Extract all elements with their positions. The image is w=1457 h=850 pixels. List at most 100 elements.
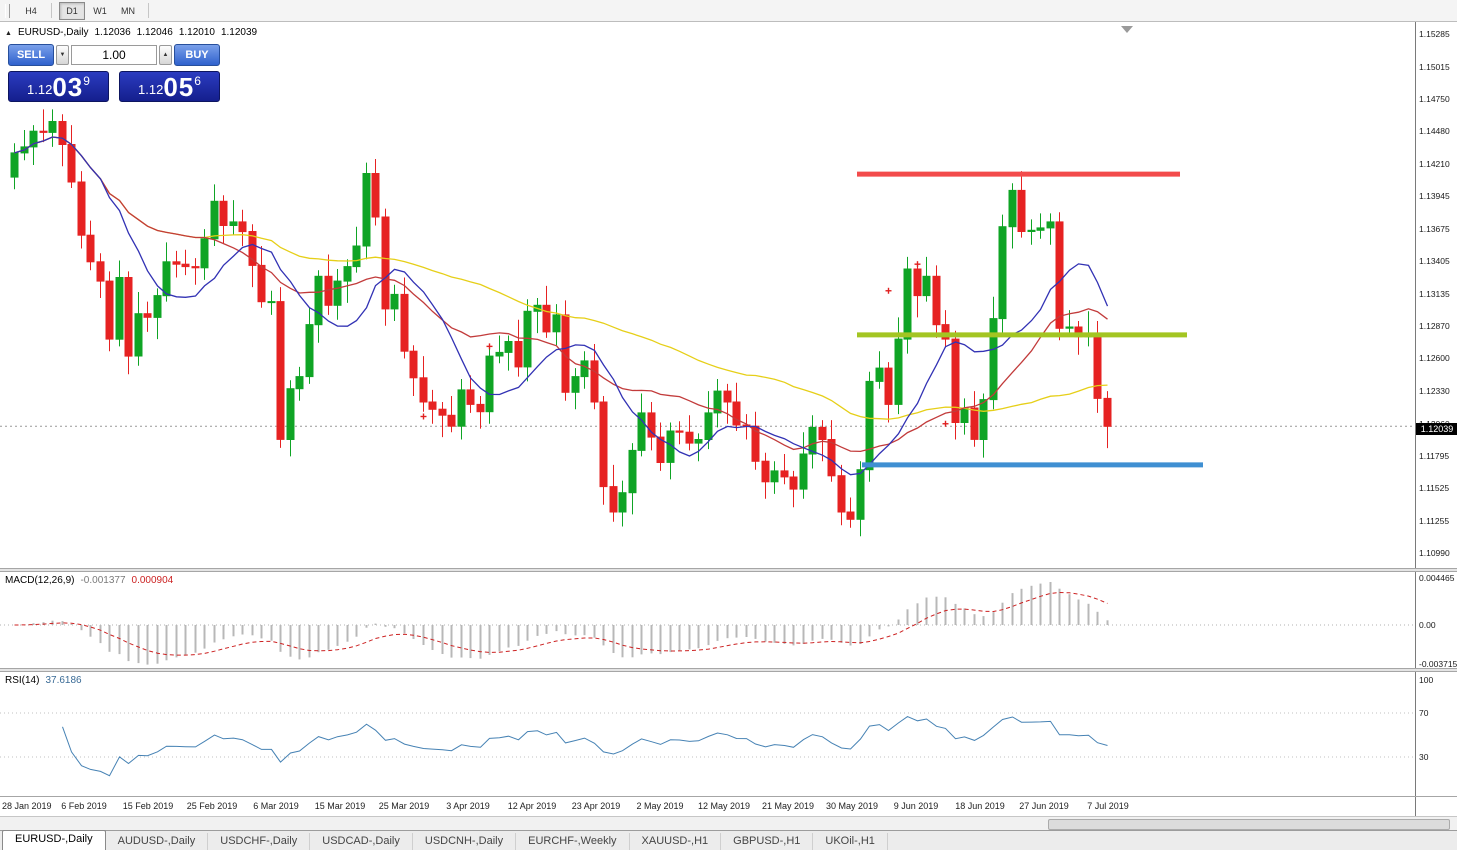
toolbar-separator bbox=[51, 3, 52, 18]
bid-pips: 03 bbox=[52, 72, 84, 102]
rsi-chart-svg[interactable] bbox=[0, 672, 1415, 796]
rsi-value: 37.6186 bbox=[45, 675, 82, 686]
bid-fraction: 9 bbox=[83, 74, 90, 88]
moving-average-21-line bbox=[14, 136, 1108, 453]
chart-title: EURUSD-,Daily bbox=[17, 27, 89, 38]
date-label: 6 Mar 2019 bbox=[253, 801, 299, 811]
macd-signal-line bbox=[14, 591, 1108, 656]
chart-tab-audusd-daily[interactable]: AUDUSD-,Daily bbox=[106, 833, 209, 850]
date-label: 25 Feb 2019 bbox=[186, 801, 238, 811]
timeframe-toolbar: H4 D1 W1 MN bbox=[17, 0, 155, 22]
date-label: 27 Jun 2019 bbox=[1019, 801, 1069, 811]
rsi-panel-separator[interactable] bbox=[0, 668, 1457, 672]
price-axis-label: 1.13135 bbox=[1419, 288, 1450, 299]
horizontal-scrollbar-thumb[interactable] bbox=[1048, 819, 1450, 830]
bid-prefix: 1.12 bbox=[27, 82, 53, 97]
price-axis-label: 1.12330 bbox=[1419, 386, 1450, 397]
trade-panel-controls: SELL ▼ 1.00 ▲ BUY bbox=[8, 44, 220, 66]
timeframe-button-mn[interactable]: MN bbox=[121, 5, 135, 16]
price-axis-label: 1.14750 bbox=[1419, 93, 1450, 104]
chart-tab-usdchf-daily[interactable]: USDCHF-,Daily bbox=[208, 833, 311, 850]
chart-tab-gbpusd-h1[interactable]: GBPUSD-,H1 bbox=[721, 833, 814, 850]
moving-average-10-line bbox=[14, 136, 1109, 476]
macd-title: MACD(12,26,9) bbox=[5, 575, 75, 586]
moving-average-50-line bbox=[14, 136, 1108, 420]
low-value: 1.12010 bbox=[178, 27, 215, 38]
date-label: 15 Mar 2019 bbox=[314, 801, 366, 811]
price-axis-label: 1.11255 bbox=[1419, 516, 1450, 527]
ask-fraction: 6 bbox=[194, 74, 201, 88]
close-value: 1.12039 bbox=[220, 27, 258, 38]
price-axis-label: 1.13675 bbox=[1419, 223, 1450, 234]
bid-price-display[interactable]: 1.12 03 9 bbox=[8, 71, 109, 102]
one-click-trading-panel: SELL ▼ 1.00 ▲ BUY 1.12 03 9 1.12 05 6 bbox=[8, 44, 220, 102]
price-axis-label: 1.13405 bbox=[1419, 256, 1450, 267]
chart-header: EURUSD-,Daily 1.12036 1.12046 1.12010 1.… bbox=[5, 27, 257, 38]
macd-axis-label: -0.003715 bbox=[1419, 659, 1457, 670]
chart-tab-eurusd-daily[interactable]: EURUSD-,Daily bbox=[2, 830, 106, 850]
price-axis[interactable]: 1.15285 1.15015 1.14750 1.14480 1.14210 1.139… bbox=[1415, 22, 1457, 816]
price-axis-label: 1.15285 bbox=[1419, 28, 1450, 39]
chart-tab-bar: EURUSD-,Daily AUDUSD-,Daily USDCHF-,Daily U… bbox=[0, 830, 1457, 850]
macd-histogram bbox=[23, 582, 1109, 665]
date-label: 12 Apr 2019 bbox=[507, 801, 557, 811]
ask-price-display[interactable]: 1.12 05 6 bbox=[119, 71, 220, 102]
timeframe-button-d1[interactable]: D1 bbox=[59, 1, 85, 20]
price-axis-label: 1.10990 bbox=[1419, 548, 1450, 559]
horizontal-scrollbar[interactable] bbox=[0, 816, 1457, 830]
price-axis-label: 1.12870 bbox=[1419, 320, 1450, 331]
date-label: 28 Jan 2019 bbox=[2, 801, 52, 811]
date-label: 2 May 2019 bbox=[636, 801, 684, 811]
price-axis-label: 1.14210 bbox=[1419, 158, 1450, 169]
price-chart-svg[interactable] bbox=[0, 22, 1415, 568]
macd-chart-svg[interactable] bbox=[0, 572, 1415, 668]
date-label: 3 Apr 2019 bbox=[446, 801, 490, 811]
sell-button[interactable]: SELL bbox=[8, 44, 54, 66]
chart-tab-eurchf-weekly[interactable]: EURCHF-,Weekly bbox=[516, 833, 630, 850]
chart-tab-ukoil-h1[interactable]: UKOil-,H1 bbox=[813, 833, 888, 850]
chart-shift-marker-icon[interactable] bbox=[1121, 26, 1133, 33]
macd-panel-separator[interactable] bbox=[0, 568, 1457, 572]
volume-decrease-button[interactable]: ▼ bbox=[56, 45, 69, 65]
date-label: 7 Jul 2019 bbox=[1087, 801, 1129, 811]
macd-header: MACD(12,26,9) -0.001377 0.000904 bbox=[5, 575, 173, 586]
ask-prefix: 1.12 bbox=[138, 82, 164, 97]
toolbar-grip[interactable] bbox=[5, 3, 10, 18]
price-axis-label: 1.15015 bbox=[1419, 61, 1450, 72]
price-axis-label: 1.13945 bbox=[1419, 190, 1450, 201]
chart-tab-usdcnh-daily[interactable]: USDCNH-,Daily bbox=[413, 833, 517, 850]
timeframe-button-w1[interactable]: W1 bbox=[93, 5, 107, 16]
price-axis-label: 1.12600 bbox=[1419, 353, 1450, 364]
rsi-title: RSI(14) bbox=[5, 675, 40, 686]
chart-tab-usdcad-daily[interactable]: USDCAD-,Daily bbox=[310, 833, 413, 850]
toolbar-separator bbox=[148, 3, 149, 18]
volume-increase-button[interactable]: ▲ bbox=[159, 45, 172, 65]
high-value: 1.12046 bbox=[136, 27, 173, 38]
collapse-trade-panel-icon[interactable] bbox=[5, 27, 12, 38]
rsi-line bbox=[62, 716, 1108, 777]
ask-pips: 05 bbox=[163, 72, 195, 102]
timeframe-button-h4[interactable]: H4 bbox=[25, 5, 37, 16]
date-label: 15 Feb 2019 bbox=[122, 801, 174, 811]
price-axis-label: 1.11525 bbox=[1419, 483, 1450, 494]
price-axis-label: 1.14480 bbox=[1419, 126, 1450, 137]
trade-markers bbox=[420, 261, 949, 427]
date-label: 23 Apr 2019 bbox=[571, 801, 621, 811]
macd-axis-label: 0.004465 bbox=[1419, 573, 1455, 583]
rsi-header: RSI(14) 37.6186 bbox=[5, 675, 82, 686]
date-label: 18 Jun 2019 bbox=[955, 801, 1005, 811]
buy-button[interactable]: BUY bbox=[174, 44, 220, 66]
macd-axis-label: 0.00 bbox=[1419, 620, 1436, 630]
rsi-axis-label: 100 bbox=[1419, 675, 1434, 685]
volume-input[interactable]: 1.00 bbox=[71, 45, 157, 65]
candles bbox=[10, 109, 1112, 537]
chart-tab-xauusd-h1[interactable]: XAUUSD-,H1 bbox=[630, 833, 722, 850]
macd-signal-value: 0.000904 bbox=[131, 575, 174, 586]
trade-panel-prices: 1.12 03 9 1.12 05 6 bbox=[8, 71, 220, 102]
top-toolbar: H4 D1 W1 MN bbox=[0, 0, 1457, 22]
date-label: 6 Feb 2019 bbox=[61, 801, 107, 811]
date-label: 21 May 2019 bbox=[761, 801, 815, 811]
date-axis-separator bbox=[0, 796, 1457, 797]
date-axis[interactable]: 28 Jan 2019 6 Feb 2019 15 Feb 2019 25 Feb 2… bbox=[0, 798, 1415, 816]
